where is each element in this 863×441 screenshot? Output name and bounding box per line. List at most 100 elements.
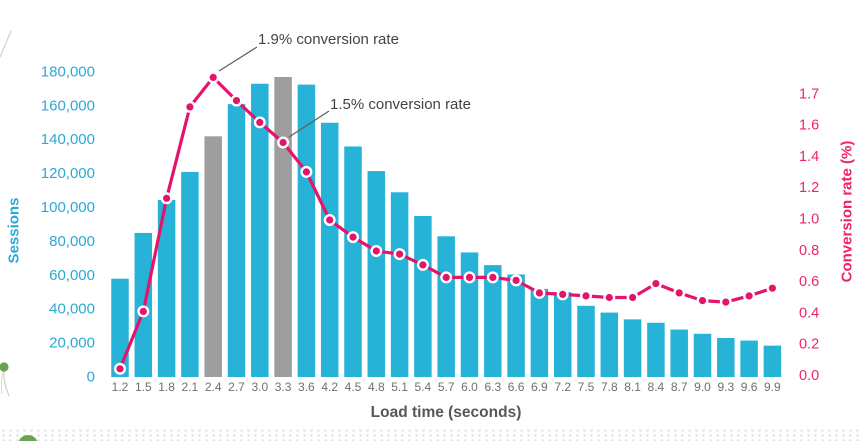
conversion-point-2.7 [230,94,243,107]
right-axis-tick-0.6: 0.6 [799,274,819,290]
conversion-point-5.7 [440,271,453,284]
left-axis-tick-40,000: 40,000 [49,301,95,318]
right-axis-tick-0.2: 0.2 [799,337,819,353]
left-axis-tick-20,000: 20,000 [49,335,95,352]
x-tick-label-2.4: 2.4 [205,380,222,394]
conversion-point-8.7 [673,286,686,299]
conversion-point-9.9 [766,282,779,295]
session-bar-8.1 [623,319,642,377]
session-bar-7.5 [577,305,595,377]
conversion-point-4.5 [347,231,360,244]
conversion-point-8.1 [626,291,639,304]
session-bar-6.3 [484,265,502,377]
annotation-leader-line-2 [288,110,330,138]
x-tick-label-6.9: 6.9 [531,380,548,394]
conversion-point-9.6 [743,289,756,302]
session-bar-2.1 [181,171,199,377]
right-axis-tick-0.4: 0.4 [799,305,819,321]
left-axis-tick-80,000: 80,000 [49,233,95,250]
conversion-point-4.2 [323,213,336,226]
x-tick-label-4.5: 4.5 [345,380,362,394]
x-tick-label-2.7: 2.7 [228,380,245,394]
x-tick-label-1.5: 1.5 [135,380,152,394]
conversion-point-3.0 [253,116,266,129]
conversion-point-6.3 [486,271,499,284]
session-bar-4.8 [367,171,386,377]
conversion-point-2.1 [183,100,196,113]
conversion-point-1.8 [160,192,173,205]
session-bar-6.9 [530,288,549,377]
green-circle-decoration [18,435,38,441]
left-axis-tick-160,000: 160,000 [41,97,95,114]
x-tick-label-9.0: 9.0 [694,380,711,394]
left-axis-tick-60,000: 60,000 [49,267,95,284]
x-tick-label-8.7: 8.7 [671,380,688,394]
right-axis-tick-1.4: 1.4 [799,149,819,165]
conversion-point-2.4 [207,71,220,84]
annotation-leader-line-1 [218,46,258,72]
conversion-point-9.0 [696,294,709,307]
annotation-mid-conversion: 1.5% conversion rate [330,96,471,113]
dotted-texture-band [0,428,863,441]
right-axis-tick-0.0: 0.0 [799,368,819,384]
x-tick-label-1.8: 1.8 [158,380,175,394]
session-bar-5.7 [437,236,455,377]
session-bar-9.6 [740,340,758,377]
x-tick-label-7.8: 7.8 [601,380,618,394]
conversion-point-7.8 [603,291,616,304]
right-axis-tick-0.8: 0.8 [799,243,819,259]
plant-sprig-decoration [0,362,10,397]
conversion-point-5.1 [393,248,406,261]
session-bar-9.3 [717,338,735,377]
session-bar-8.4 [647,322,665,377]
session-bar-1.2 [111,278,129,377]
y-axis-title-conversion-rate: Conversion rate (%) [838,140,856,283]
conversion-point-1.5 [137,305,150,318]
x-tick-label-3.0: 3.0 [251,380,268,394]
x-axis-title-load-time: Load time (seconds) [370,404,522,421]
y-axis-title-sessions: Sessions [5,197,23,264]
session-bar-6.6 [507,274,525,377]
session-bar-2.4 [204,136,222,377]
session-bar-8.7 [670,329,688,377]
conversion-point-6.6 [510,274,523,287]
session-bar-5.1 [390,192,409,377]
conversion-point-4.8 [370,244,383,257]
left-axis-tick-100,000: 100,000 [41,199,95,216]
conversion-point-9.3 [719,296,732,309]
session-bar-9.9 [763,345,782,377]
x-tick-label-7.2: 7.2 [554,380,571,394]
x-tick-label-1.2: 1.2 [112,380,129,394]
session-bar-4.5 [344,146,362,377]
x-tick-label-7.5: 7.5 [578,380,595,394]
conversion-point-7.2 [556,288,569,301]
conversion-point-6.9 [533,286,546,299]
session-bar-5.4 [414,215,432,377]
session-bar-3.6 [297,84,316,378]
conversion-point-7.5 [580,289,593,302]
session-bar-4.2 [320,122,339,377]
x-tick-label-3.6: 3.6 [298,380,315,394]
x-tick-label-9.3: 9.3 [717,380,734,394]
x-tick-label-5.7: 5.7 [438,380,455,394]
right-axis-tick-1.6: 1.6 [799,118,819,134]
x-tick-label-5.1: 5.1 [391,380,408,394]
session-bar-7.2 [553,292,572,377]
right-axis-tick-1.0: 1.0 [799,212,819,228]
conversion-point-3.3 [277,136,290,149]
x-tick-label-9.6: 9.6 [741,380,758,394]
conversion-point-3.6 [300,165,313,178]
session-bar-6.0 [460,252,479,377]
x-tick-label-4.8: 4.8 [368,380,385,394]
session-bar-1.8 [157,199,176,377]
conversion-point-8.4 [649,277,662,290]
x-tick-label-8.1: 8.1 [624,380,641,394]
session-bar-3.0 [251,83,269,377]
x-tick-label-2.1: 2.1 [182,380,199,394]
x-tick-label-9.9: 9.9 [764,380,781,394]
right-axis-tick-1.2: 1.2 [799,180,819,196]
x-tick-label-6.3: 6.3 [484,380,501,394]
left-axis-tick-180,000: 180,000 [41,63,95,80]
conversion-point-6.0 [463,271,476,284]
